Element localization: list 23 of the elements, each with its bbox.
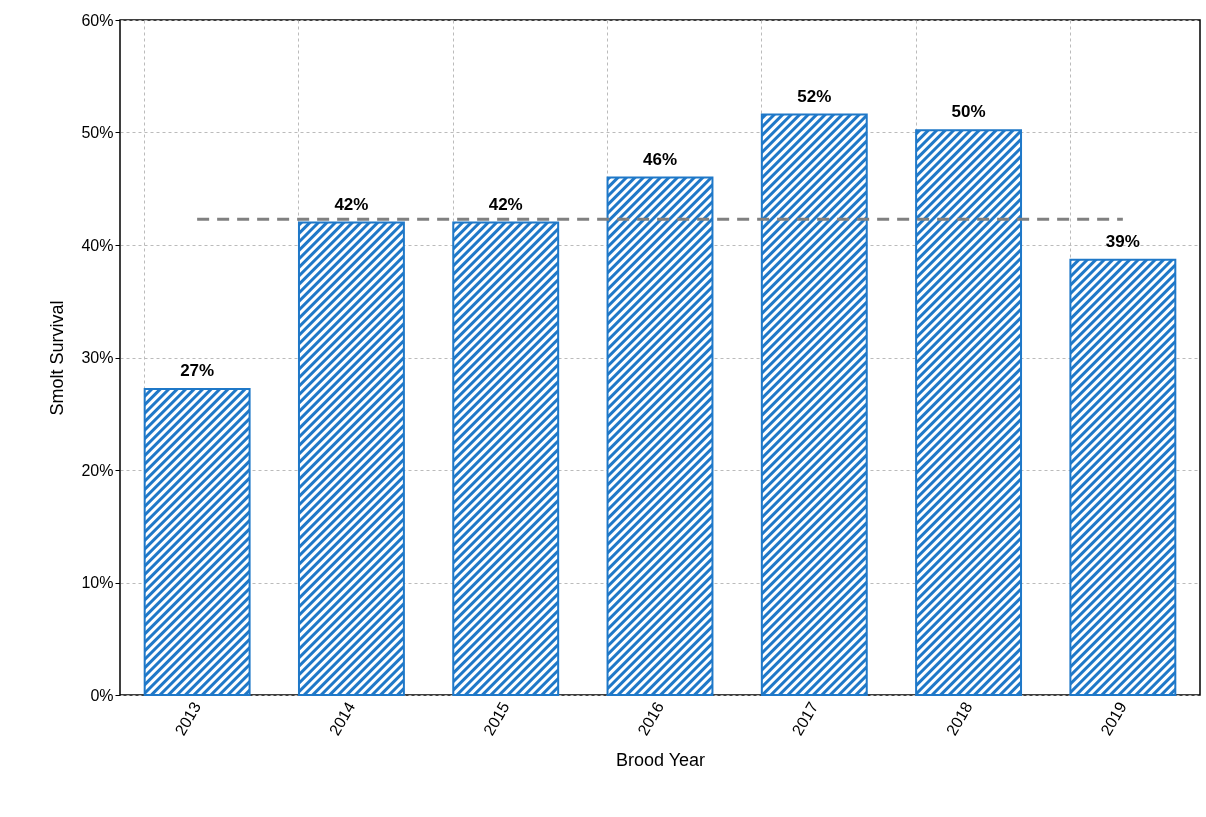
y-tick-label: 20% (81, 461, 114, 479)
y-tick-label: 10% (81, 574, 114, 591)
data-label: 27% (180, 361, 215, 380)
bar (297, 221, 405, 696)
data-label: 42% (334, 194, 369, 214)
bar (1069, 258, 1177, 696)
y-tick-label: 40% (81, 236, 114, 254)
data-label: 39% (1105, 231, 1140, 251)
data-label: 46% (642, 149, 678, 169)
y-tick-label: 30% (81, 349, 114, 366)
y-tick-label: 60% (81, 11, 114, 29)
data-label: 52% (797, 86, 832, 106)
bar (915, 129, 1023, 696)
y-tick-label: 50% (81, 124, 114, 141)
bar (143, 388, 251, 696)
x-axis-title: Brood Year (615, 750, 706, 771)
y-tick-label: 0% (90, 686, 114, 704)
bar (452, 221, 560, 696)
data-label: 42% (488, 194, 523, 214)
bar (606, 176, 714, 696)
data-label: 50% (951, 102, 986, 122)
y-axis-title: Smolt Survival (47, 300, 68, 416)
bar (760, 113, 868, 696)
